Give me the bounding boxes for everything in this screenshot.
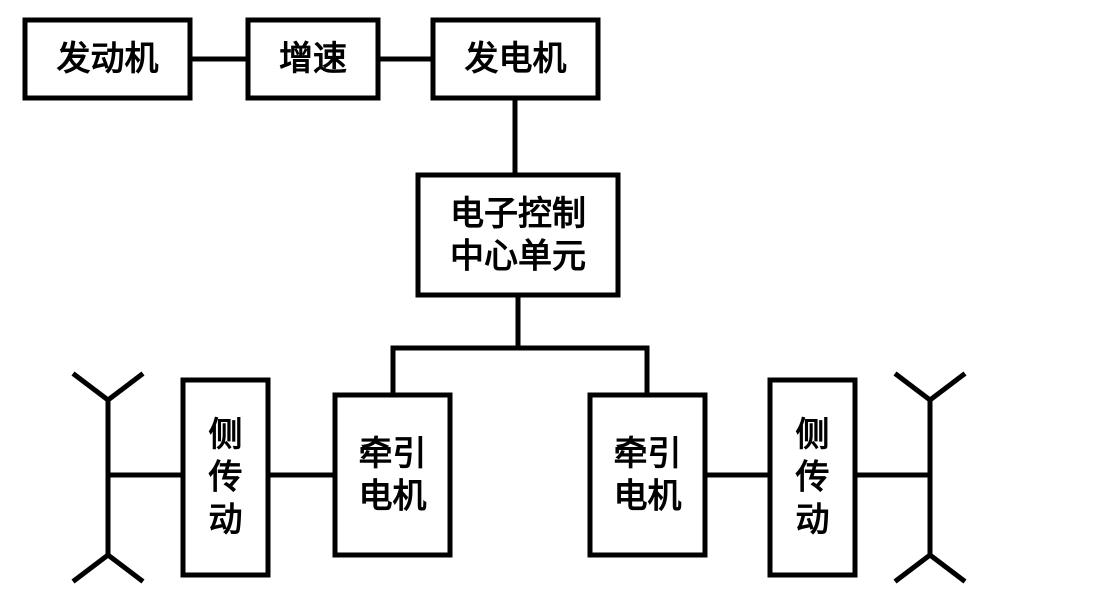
traction-motor-right-label-1: 电机: [614, 477, 682, 515]
ecu-box-rect: [418, 175, 618, 295]
engine-box: 发动机: [25, 20, 190, 98]
block-diagram: 发动机增速发电机电子控制中心单元牵引电机牵引电机侧传动侧传动: [0, 0, 1097, 597]
traction-motor-left-label-1: 电机: [359, 477, 427, 515]
ecu-box: 电子控制中心单元: [418, 175, 618, 295]
side-drive-right-label-2: 动: [796, 501, 830, 539]
axle-left-bl: [75, 555, 108, 580]
side-drive-right: 侧传动: [770, 380, 855, 575]
axle-right-tr: [930, 375, 963, 400]
speedup-box-label-0: 增速: [279, 40, 347, 78]
side-drive-right-label-1: 传: [795, 459, 830, 497]
axle-right-tl: [897, 375, 930, 400]
axle-right-br: [930, 555, 963, 580]
axle-right-bl: [897, 555, 930, 580]
traction-motor-right-label-0: 牵引: [614, 435, 682, 473]
side-drive-left-label-1: 传: [208, 459, 243, 497]
engine-box-label-0: 发动机: [57, 40, 159, 78]
side-drive-left-label-0: 侧: [209, 416, 243, 454]
axle-left-br: [108, 555, 141, 580]
side-drive-right-label-0: 侧: [796, 416, 830, 454]
axle-left-tr: [108, 375, 141, 400]
axle-left-tl: [75, 375, 108, 400]
traction-motor-left-label-0: 牵引: [359, 435, 427, 473]
traction-motor-right: 牵引电机: [590, 395, 705, 555]
ecu-box-label-0: 电子控制: [450, 195, 586, 233]
generator-box: 发电机: [433, 20, 598, 98]
side-drive-left-label-2: 动: [209, 501, 243, 539]
speedup-box: 增速: [248, 20, 378, 98]
traction-motor-left: 牵引电机: [335, 395, 450, 555]
side-drive-left: 侧传动: [183, 380, 268, 575]
traction-motor-left-rect: [335, 395, 450, 555]
ecu-box-label-1: 中心单元: [450, 237, 586, 275]
generator-box-label-0: 发电机: [465, 40, 567, 78]
traction-motor-right-rect: [590, 395, 705, 555]
